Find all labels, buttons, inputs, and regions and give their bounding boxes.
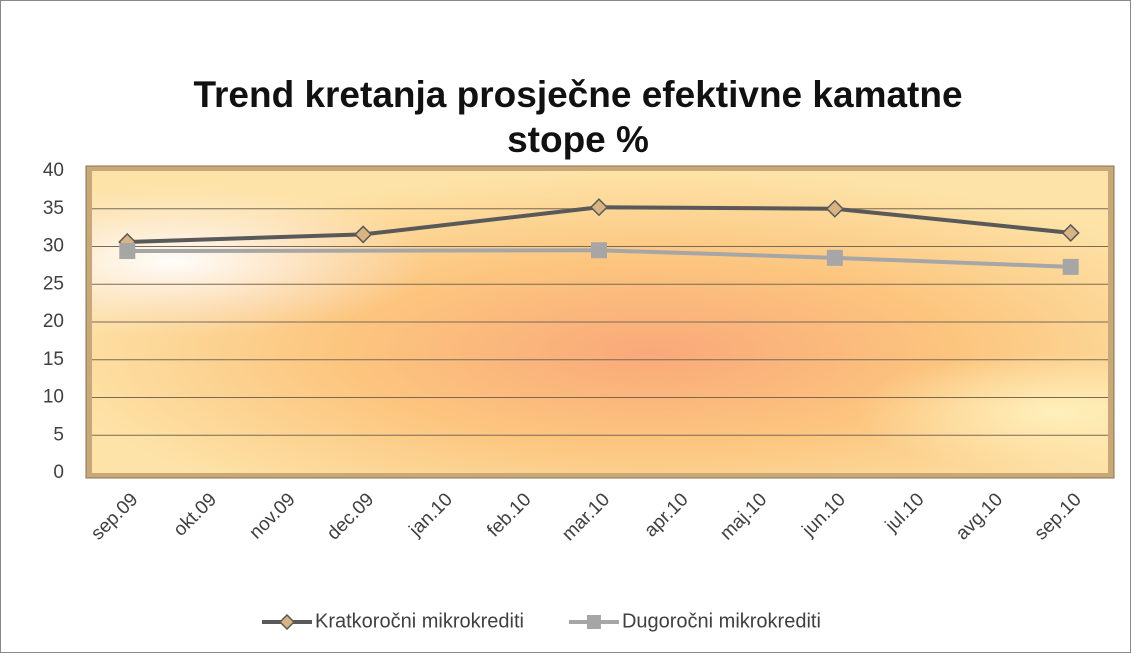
marker: [826, 249, 843, 266]
chart-title: Trend kretanja prosječne efektivne kamat…: [193, 74, 962, 160]
legend-label: Kratkoročni mikrokrediti: [315, 610, 524, 632]
series-line: [125, 248, 601, 254]
marker: [119, 243, 136, 260]
legend-marker: [278, 613, 296, 631]
marker: [589, 198, 609, 217]
marker: [1062, 258, 1079, 275]
series-line: [597, 205, 837, 211]
y-tick-label: 0: [53, 462, 64, 483]
marker: [354, 225, 373, 244]
series-line: [125, 232, 366, 244]
series-line: [832, 255, 1073, 269]
series-line: [832, 206, 1073, 235]
y-tick-label: 35: [43, 198, 64, 219]
marker: [591, 242, 607, 259]
y-tick-label: 20: [43, 311, 64, 332]
legend-marker: [586, 615, 601, 629]
y-tick-label: 5: [53, 424, 64, 445]
marker: [825, 199, 844, 218]
y-tick-label: 10: [43, 387, 64, 408]
legend-label: Dugoročni mikrokrediti: [622, 610, 821, 632]
y-tick-label: 30: [43, 236, 64, 257]
y-tick-label: 40: [43, 160, 64, 181]
y-tick-label: 15: [43, 349, 64, 370]
series-line: [597, 248, 837, 260]
y-tick-label: 25: [43, 273, 64, 294]
marker: [1061, 223, 1080, 242]
series-line: [361, 205, 601, 237]
